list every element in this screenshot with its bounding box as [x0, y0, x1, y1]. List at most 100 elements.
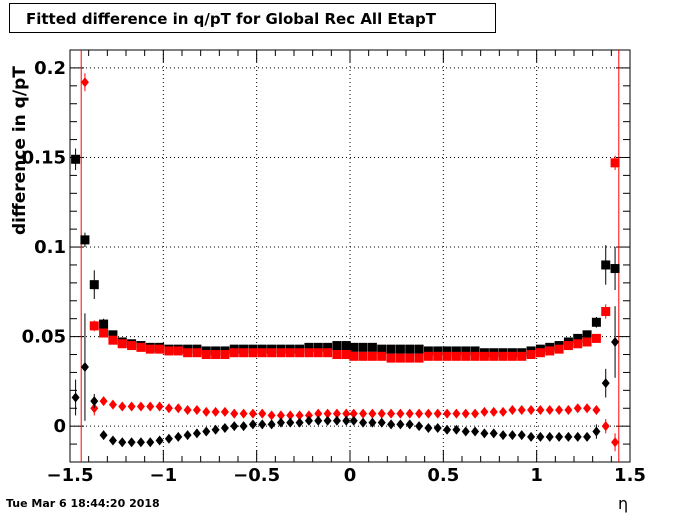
diamond-marker [443, 408, 452, 419]
square-marker [108, 330, 118, 340]
diamond-marker [146, 437, 155, 448]
y-tick-label: 0.15 [22, 147, 66, 168]
diamond-marker [508, 430, 517, 441]
diamond-marker [220, 406, 229, 417]
y-tick-label: 0.1 [34, 237, 66, 258]
diamond-marker [396, 408, 405, 419]
diamond-marker [248, 419, 257, 430]
square-marker [99, 319, 109, 329]
square-marker [442, 346, 452, 356]
grid-lines [70, 50, 630, 462]
diamond-marker [433, 422, 442, 433]
square-marker [573, 339, 583, 349]
diamond-marker [415, 421, 424, 432]
diamond-marker [545, 405, 554, 416]
diamond-marker [387, 408, 396, 419]
x-tick-label: −1 [150, 465, 178, 486]
diamond-marker [611, 437, 620, 448]
diamond-marker [592, 405, 601, 416]
diamond-marker [71, 392, 80, 403]
square-marker [341, 341, 351, 351]
square-marker [423, 351, 433, 361]
diamond-marker [555, 405, 564, 416]
square-marker [295, 348, 305, 358]
square-marker [89, 280, 99, 290]
square-marker [248, 348, 258, 358]
diamond-marker [480, 428, 489, 439]
square-marker [313, 342, 323, 352]
diamond-marker [286, 417, 295, 428]
square-marker [470, 346, 480, 356]
square-marker [145, 344, 155, 354]
square-marker [414, 344, 424, 354]
diamond-marker [499, 430, 508, 441]
diamond-marker [192, 428, 201, 439]
square-marker [229, 348, 239, 358]
square-marker [239, 348, 249, 358]
y-axis-label: difference in q/pT [10, 66, 30, 235]
diamond-marker [136, 437, 145, 448]
diamond-marker [349, 415, 358, 426]
diamond-marker [536, 431, 545, 442]
diamond-marker [323, 415, 332, 426]
square-marker [591, 317, 601, 327]
diamond-marker [508, 405, 517, 416]
square-marker [201, 350, 211, 360]
diamond-marker [332, 408, 341, 419]
diamond-marker [573, 403, 582, 414]
diamond-marker [415, 408, 424, 419]
diamond-marker [108, 399, 117, 410]
diamond-marker [471, 426, 480, 437]
square-marker [220, 350, 230, 360]
square-marker [89, 321, 99, 331]
diamond-marker [433, 408, 442, 419]
square-marker [451, 351, 461, 361]
square-marker [211, 350, 221, 360]
square-marker [395, 344, 405, 354]
square-marker [545, 346, 555, 356]
diamond-marker [295, 410, 304, 421]
diamond-marker [359, 417, 368, 428]
square-marker [386, 344, 396, 354]
square-marker [367, 351, 377, 361]
square-marker [386, 353, 396, 363]
square-marker [332, 350, 342, 360]
axes: −1.5 −1 −0.5 0 0.5 1 1.5 0 0.05 0.1 0.15 0.2 [22, 49, 646, 486]
x-tick-label: 0 [344, 465, 357, 486]
diamond-marker [489, 428, 498, 439]
x-axis-label: η [618, 494, 629, 513]
diamond-marker [332, 415, 341, 426]
diamond-marker [146, 401, 155, 412]
diamond-marker [368, 417, 377, 428]
diamond-marker [545, 431, 554, 442]
diamond-marker [611, 336, 620, 347]
diamond-marker [461, 426, 470, 437]
diamond-marker [127, 437, 136, 448]
square-marker [313, 348, 323, 358]
square-marker [573, 333, 583, 343]
diamond-marker [304, 410, 313, 421]
diamond-marker [202, 426, 211, 437]
diamond-marker [405, 408, 414, 419]
square-marker [591, 333, 601, 343]
diamond-marker [164, 403, 173, 414]
square-marker [610, 158, 620, 168]
square-marker [395, 353, 405, 363]
square-marker [332, 341, 342, 351]
square-marker [423, 346, 433, 356]
diamond-marker [452, 408, 461, 419]
diamond-marker [174, 403, 183, 414]
diamond-marker [276, 410, 285, 421]
square-marker [267, 348, 277, 358]
diamond-marker [323, 408, 332, 419]
diamond-marker [286, 410, 295, 421]
diamond-marker [564, 431, 573, 442]
diamond-marker [239, 408, 248, 419]
y-tick-label: 0.2 [34, 58, 66, 79]
square-marker [414, 353, 424, 363]
square-marker [276, 348, 286, 358]
square-marker [498, 351, 508, 361]
diamond-marker [155, 435, 164, 446]
diamond-marker [276, 417, 285, 428]
